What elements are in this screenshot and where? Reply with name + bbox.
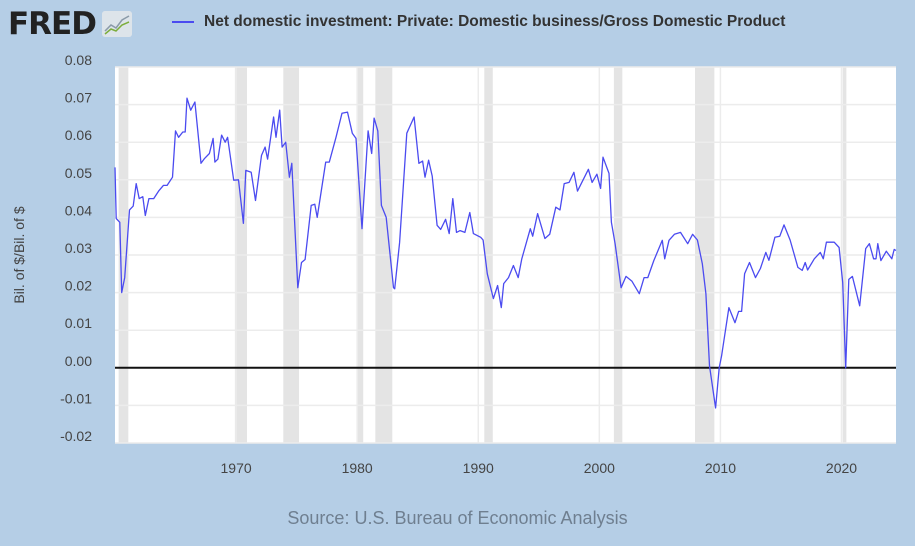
y-tick-label: 0.05 [65,165,92,181]
y-tick-label: 0.04 [65,202,92,218]
chart-legend: Net domestic investment: Private: Domest… [172,13,785,31]
y-tick-label: -0.02 [60,428,92,444]
y-tick-label: -0.01 [60,390,92,406]
x-tick-label: 2020 [826,460,857,476]
y-tick-label: 0.07 [65,90,92,106]
x-tick-label: 1970 [221,460,252,476]
x-tick-label: 1990 [463,460,494,476]
fred-logo: FRED [8,6,132,42]
chart-trend-icon [101,11,132,37]
series-line [114,97,897,409]
y-tick-label: 0.06 [65,127,92,143]
source-note: Source: U.S. Bureau of Economic Analysis [287,508,628,528]
x-tick-label: 1980 [342,460,373,476]
y-tick-label: 0.08 [65,52,92,68]
legend-label: Net domestic investment: Private: Domest… [204,13,786,30]
y-tick-label: 0.00 [65,353,92,369]
legend-swatch [172,21,194,23]
fred-logo-text: FRED [8,6,97,42]
y-tick-label: 0.01 [65,315,92,331]
y-tick-label: 0.03 [65,240,92,256]
y-axis-label: Bil. of $/Bil. of $ [11,206,27,303]
y-tick-label: 0.02 [65,278,92,294]
x-tick-label: 2010 [705,460,736,476]
x-tick-label: 2000 [584,460,615,476]
